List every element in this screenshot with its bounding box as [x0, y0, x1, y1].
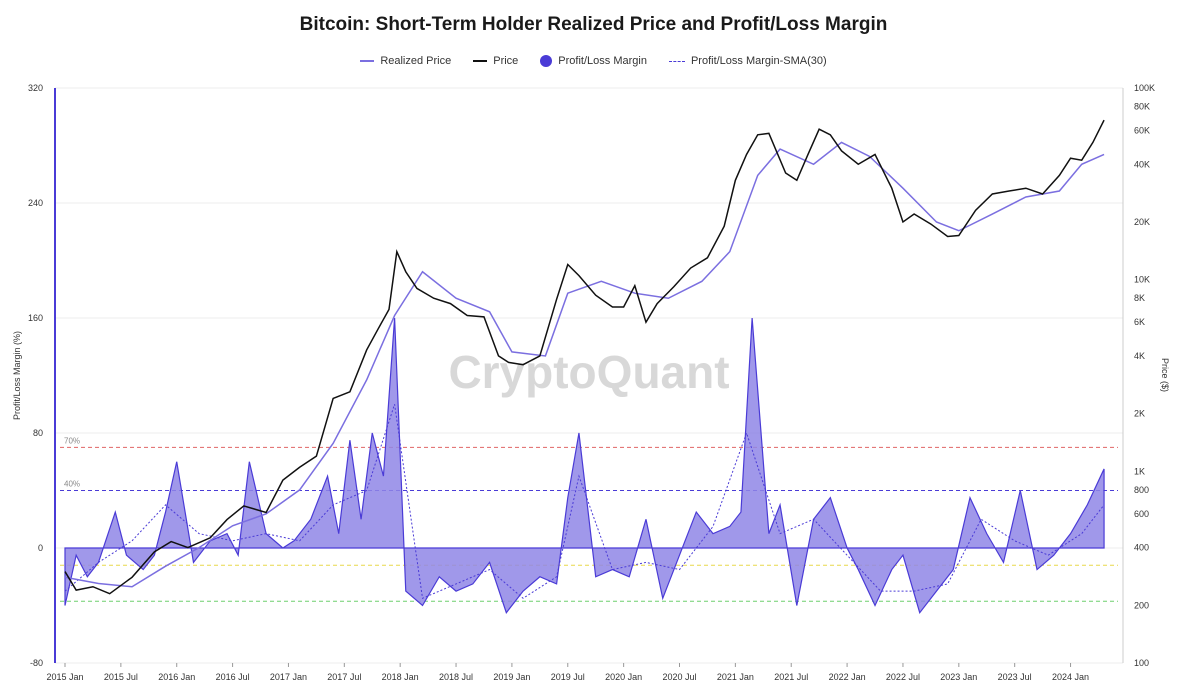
profit-loss-margin-sma-line	[64, 404, 1105, 600]
x-tick-label: 2021 Jan	[717, 672, 754, 682]
y-right-tick-label: 2K	[1134, 409, 1145, 419]
x-tick-label: 2022 Jan	[829, 672, 866, 682]
realized-price-line	[64, 141, 1105, 588]
legend-item-sma[interactable]: Profit/Loss Margin-SMA(30)	[668, 55, 827, 67]
y-right-axis-title: Price ($)	[1160, 358, 1170, 392]
y-left-tick-label: -80	[30, 658, 43, 668]
y-right-tick-label: 20K	[1134, 217, 1150, 227]
y-right-tick-label: 800	[1134, 485, 1149, 495]
price-line	[64, 119, 1105, 595]
legend-label: Price	[493, 55, 519, 67]
x-tick-label: 2018 Jul	[439, 672, 473, 682]
y-right-tick-label: 6K	[1134, 317, 1145, 327]
legend-swatch-price	[473, 60, 488, 62]
x-tick-label: 2015 Jan	[46, 672, 83, 682]
x-tick-label: 2021 Jul	[774, 672, 808, 682]
x-tick-label: 2020 Jul	[662, 672, 696, 682]
y-left-tick-label: 0	[38, 543, 43, 553]
profit-loss-margin-area	[64, 317, 1105, 614]
legend-label: Realized Price	[380, 55, 452, 67]
legend-label: Profit/Loss Margin	[558, 55, 647, 67]
y-right-tick-label: 80K	[1134, 102, 1150, 112]
y-right-tick-label: 1K	[1134, 466, 1145, 476]
y-left-tick-label: 240	[28, 198, 43, 208]
x-tick-label: 2017 Jul	[327, 672, 361, 682]
reference-line-label: 40%	[64, 480, 80, 489]
y-right-tick-label: 600	[1134, 509, 1149, 519]
reference-line-label: 70%	[64, 436, 80, 445]
legend-swatch-sma	[668, 60, 685, 62]
y-left-tick-label: 80	[33, 428, 43, 438]
legend: Realized Price Price Profit/Loss Margin …	[0, 55, 1187, 67]
x-tick-label: 2017 Jan	[270, 672, 307, 682]
x-tick-label: 2016 Jul	[216, 672, 250, 682]
y-right-tick-label: 100K	[1134, 83, 1155, 93]
y-right-tick-label: 60K	[1134, 126, 1150, 136]
legend-item-realized-price[interactable]: Realized Price	[360, 55, 451, 67]
y-right-tick-label: 200	[1134, 600, 1149, 610]
legend-label: Profit/Loss Margin-SMA(30)	[690, 55, 827, 67]
watermark: CryptoQuant	[448, 346, 729, 398]
x-tick-label: 2015 Jul	[104, 672, 138, 682]
y-right-tick-label: 400	[1134, 543, 1149, 553]
y-left-tick-label: 320	[28, 83, 43, 93]
x-tick-label: 2024 Jan	[1052, 672, 1089, 682]
x-tick-label: 2020 Jan	[605, 672, 642, 682]
x-tick-label: 2018 Jan	[382, 672, 419, 682]
y-right-tick-label: 8K	[1134, 293, 1145, 303]
y-right-tick-label: 4K	[1134, 351, 1145, 361]
legend-swatch-profit-loss-margin	[540, 55, 553, 67]
legend-swatch-realized-price	[360, 60, 375, 62]
y-left-tick-label: 160	[28, 313, 43, 323]
y-left-axis-title: Profit/Loss Margin (%)	[12, 331, 22, 420]
x-tick-label: 2019 Jul	[551, 672, 585, 682]
y-right-tick-label: 40K	[1134, 159, 1150, 169]
legend-item-profit-loss-margin[interactable]: Profit/Loss Margin	[540, 55, 647, 67]
x-tick-label: 2019 Jan	[493, 672, 530, 682]
x-tick-label: 2016 Jan	[158, 672, 195, 682]
y-right-tick-label: 100	[1134, 658, 1149, 668]
x-tick-label: 2023 Jul	[998, 672, 1032, 682]
y-right-tick-label: 10K	[1134, 275, 1150, 285]
x-tick-label: 2023 Jan	[940, 672, 977, 682]
chart-title: Bitcoin: Short-Term Holder Realized Pric…	[299, 14, 888, 35]
x-tick-label: 2022 Jul	[886, 672, 920, 682]
legend-item-price[interactable]: Price	[473, 55, 518, 67]
